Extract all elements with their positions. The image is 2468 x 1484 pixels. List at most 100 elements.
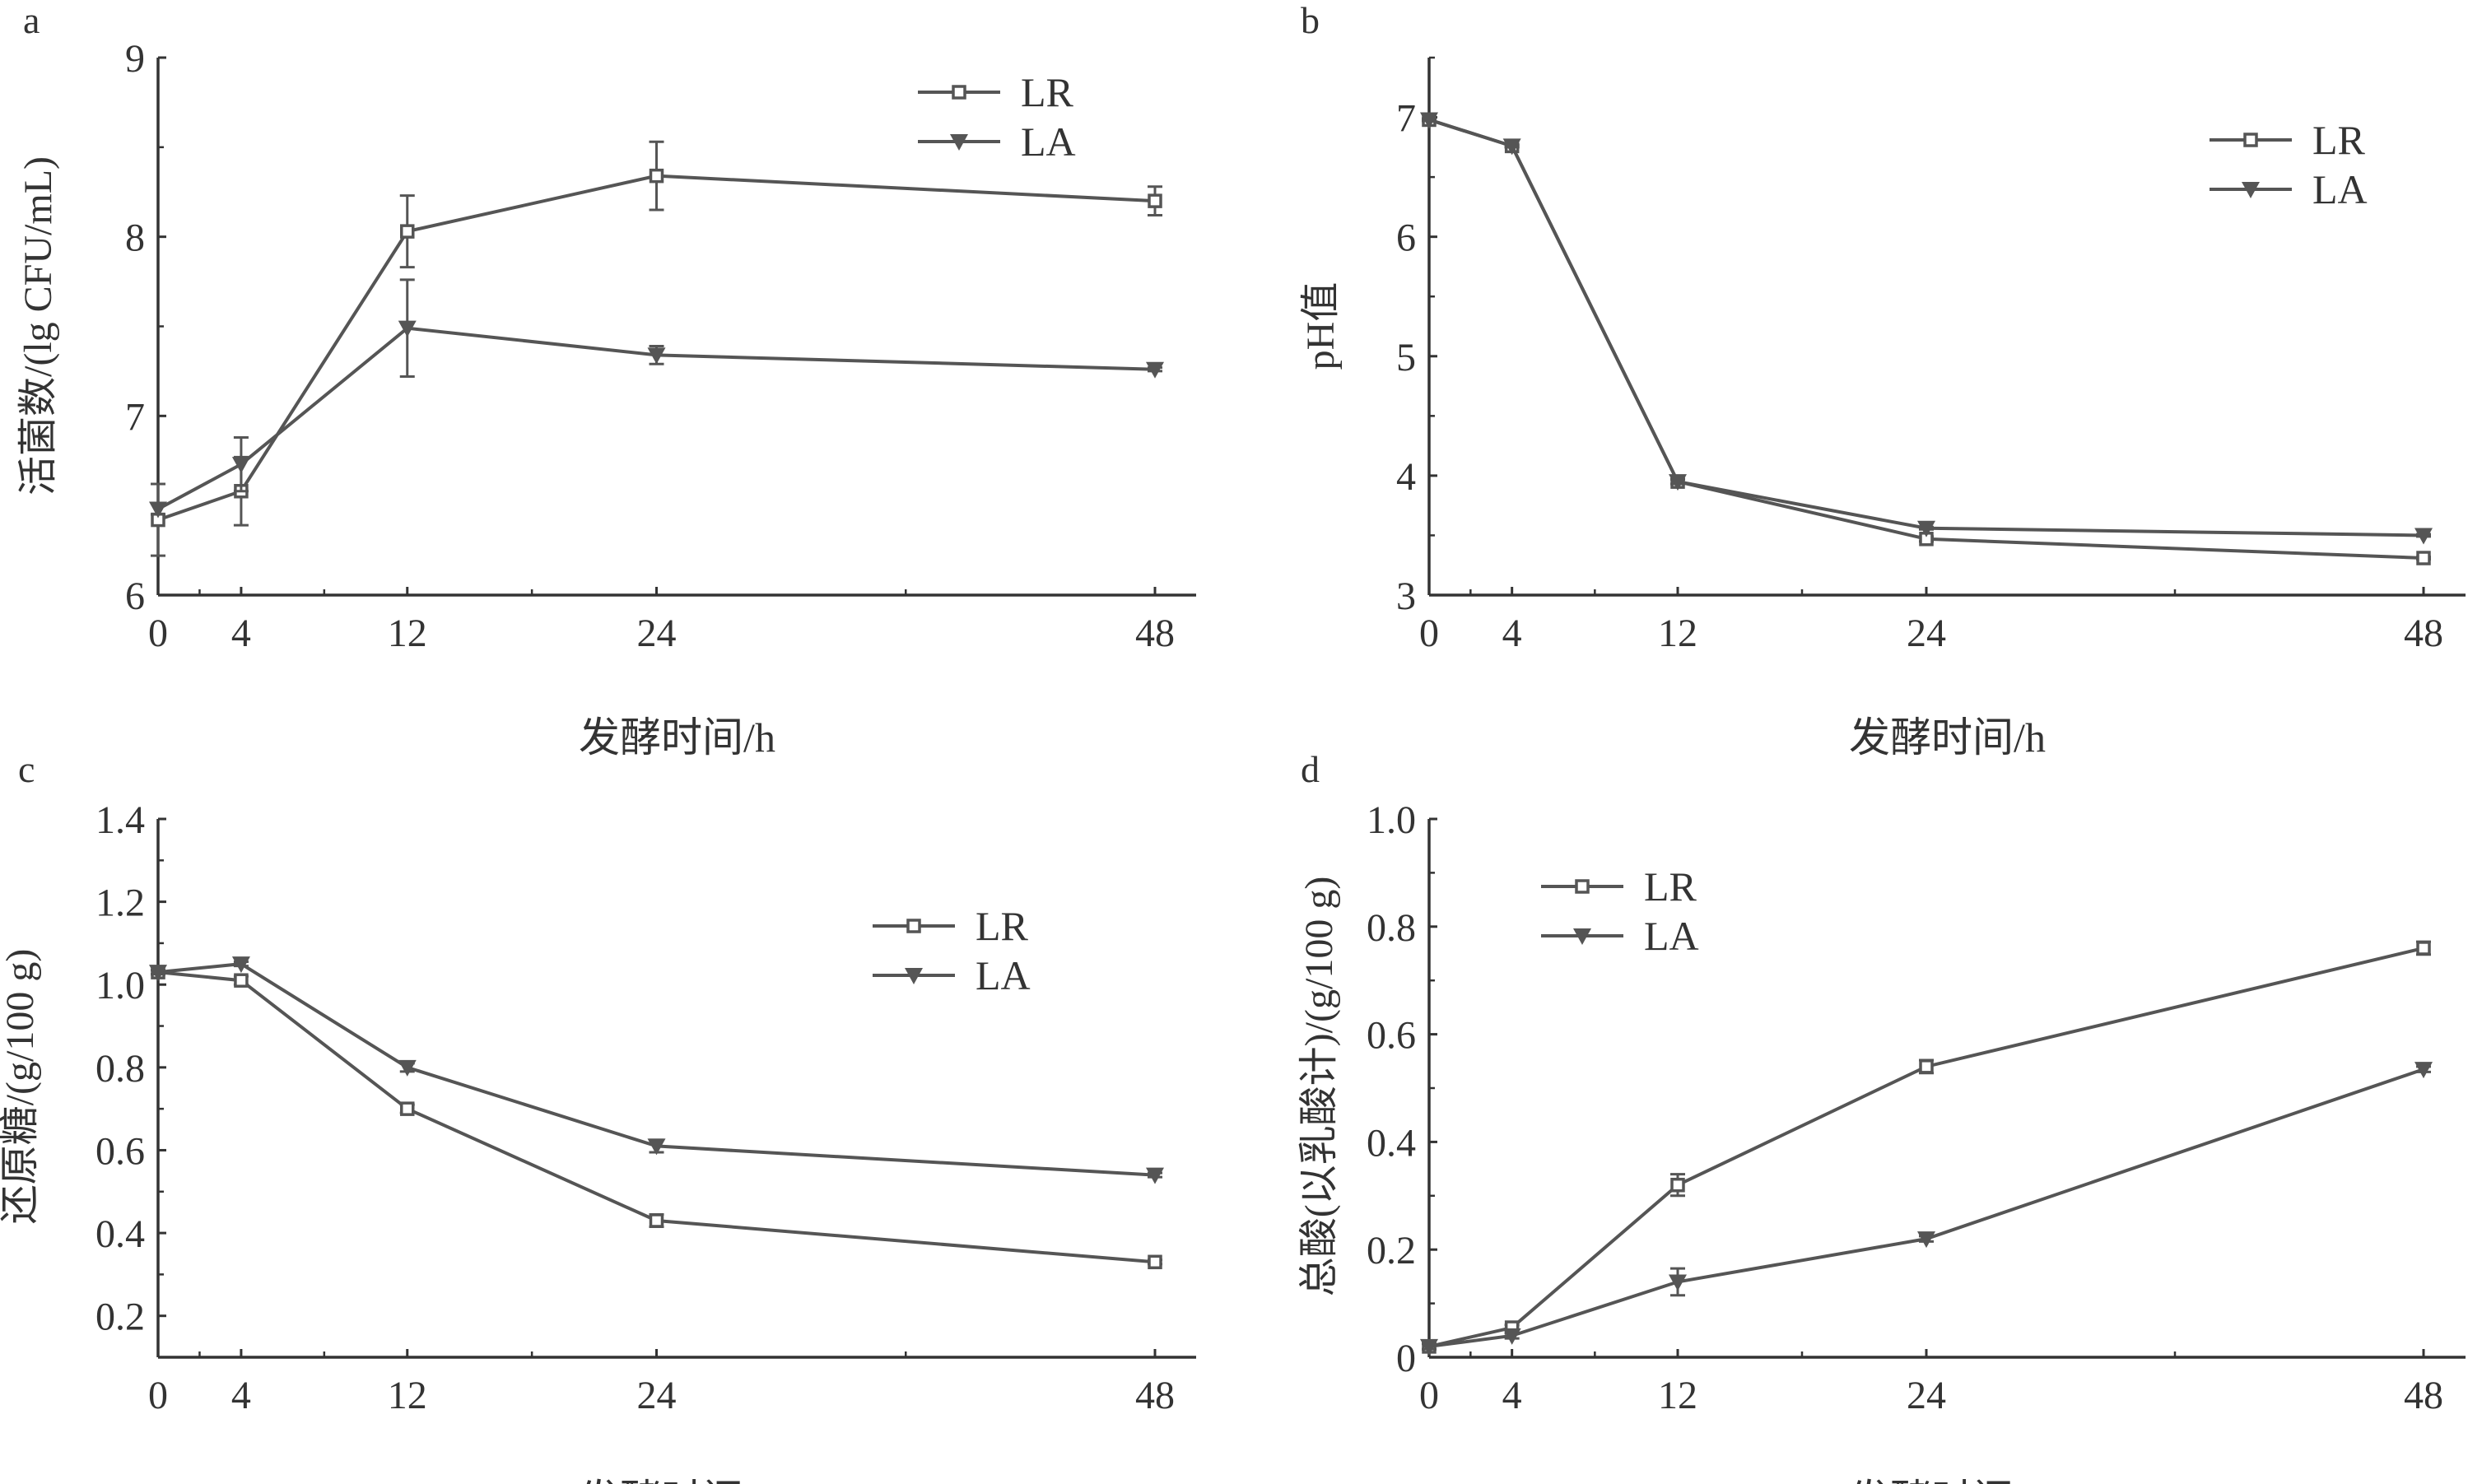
data-point [1670, 1177, 1685, 1193]
y-axis-title: 活菌数/(lg CFU/mL) [16, 156, 60, 495]
y-axis-title: pH值 [1299, 282, 1343, 370]
data-point [2416, 551, 2431, 565]
data-point [647, 1138, 666, 1156]
legend-label: LA [976, 952, 1031, 998]
x-tick-label: 48 [1135, 1374, 1175, 1417]
x-tick-label: 4 [231, 612, 251, 655]
legend-item-LR: LR [873, 903, 1029, 949]
y-tick-label: 6 [1396, 216, 1416, 260]
y-tick-label: 4 [1396, 455, 1416, 499]
series-LR [1422, 940, 2431, 1354]
legend-item-LR: LR [1541, 863, 1697, 909]
data-point [400, 224, 415, 239]
legend-item-LA: LA [2210, 166, 2368, 212]
data-point [398, 1059, 417, 1077]
series-line [1428, 118, 2424, 537]
x-tick-label: 12 [388, 1374, 427, 1417]
legend-marker [1575, 879, 1590, 894]
x-tick-label: 0 [1419, 1374, 1439, 1417]
x-tick-label: 12 [388, 612, 427, 655]
y-tick-label: 7 [125, 395, 145, 439]
series-LR [151, 965, 1162, 1270]
series-LA [1420, 112, 2433, 545]
y-tick-label: 0 [1396, 1337, 1416, 1380]
y-tick-label: 1.4 [95, 798, 145, 842]
legend-marker [2243, 133, 2258, 147]
legend-label: LR [1644, 863, 1697, 909]
y-tick-label: 9 [125, 37, 145, 81]
data-point [1420, 1338, 1438, 1356]
legend-label: LR [2312, 117, 2366, 163]
data-point [649, 168, 664, 184]
data-point [1420, 112, 1438, 129]
legend-label: LA [1021, 119, 1076, 165]
legend-marker [2242, 182, 2260, 198]
series-LA [149, 956, 1164, 1184]
legend-label: LA [1644, 913, 1699, 959]
data-point [1919, 1059, 1934, 1074]
y-tick-label: 6 [125, 575, 145, 618]
series-LA [1420, 1062, 2433, 1356]
x-axis-title: 发酵时间/h [1849, 714, 2046, 761]
legend-item-LR: LR [2210, 117, 2366, 163]
panel-d: d 0 4 12 24 48 0 0.2 0.4 0.6 0.8 1.0 发酵时间/h 总酸(以乳酸计)/… [1297, 748, 2466, 1484]
data-point [1146, 361, 1164, 379]
series-LR [1422, 112, 2431, 565]
y-tick-label: 0.8 [1367, 906, 1416, 950]
series-line [1428, 947, 2424, 1348]
panel-c: c 0 4 12 24 48 0.2 0.4 0.6 0.8 1.0 1.2 1.4 发酵时间/h 还原糖/… [0, 748, 1196, 1484]
data-point [649, 1213, 664, 1228]
data-point [2416, 941, 2431, 956]
x-tick-label: 4 [231, 1374, 251, 1417]
x-tick-label: 0 [1419, 612, 1439, 655]
panel-label: a [23, 0, 40, 41]
y-tick-label: 7 [1396, 97, 1416, 141]
y-tick-label: 3 [1396, 575, 1416, 618]
legend-marker [1573, 928, 1591, 945]
y-tick-label: 1.2 [95, 882, 145, 925]
data-point [398, 320, 417, 337]
legend-label: LA [2312, 166, 2368, 212]
x-tick-label: 48 [1135, 612, 1175, 655]
y-tick-label: 0.2 [95, 1296, 145, 1339]
y-tick-label: 0.4 [95, 1212, 145, 1256]
legend-item-LA: LA [873, 952, 1031, 998]
series-line [1428, 118, 2424, 561]
x-tick-label: 24 [637, 1374, 677, 1417]
legend-item-LA: LA [918, 119, 1076, 165]
data-point [1502, 1328, 1521, 1345]
data-point [231, 956, 250, 974]
data-point [149, 965, 167, 982]
x-tick-label: 4 [1502, 1374, 1522, 1417]
y-tick-label: 0.6 [1367, 1014, 1416, 1058]
y-tick-label: 0.8 [95, 1047, 145, 1091]
legend-label: LR [976, 903, 1029, 949]
panel-label: d [1301, 748, 1320, 790]
x-tick-label: 24 [637, 612, 677, 655]
y-axis-title: 还原糖/(g/100 g) [0, 949, 42, 1225]
series-line [1428, 1068, 2424, 1348]
data-point [1669, 474, 1687, 491]
legend-marker [906, 919, 921, 933]
y-tick-label: 5 [1396, 336, 1416, 379]
data-point [1146, 1167, 1164, 1184]
x-tick-label: 24 [1907, 612, 1946, 655]
x-tick-label: 12 [1658, 1374, 1697, 1417]
data-point [231, 457, 250, 474]
y-tick-label: 1.0 [95, 964, 145, 1007]
legend-marker [905, 968, 923, 984]
series-LA [149, 278, 1164, 519]
legend-label: LR [1021, 69, 1074, 115]
data-point [2414, 1062, 2433, 1079]
data-point [647, 347, 666, 365]
legend-marker [950, 134, 968, 151]
data-point [1148, 193, 1162, 208]
x-tick-label: 48 [2404, 1374, 2443, 1417]
y-tick-label: 0.4 [1367, 1121, 1416, 1165]
y-tick-label: 8 [125, 216, 145, 260]
panel-label: c [18, 748, 35, 790]
y-tick-label: 0.2 [1367, 1229, 1416, 1272]
